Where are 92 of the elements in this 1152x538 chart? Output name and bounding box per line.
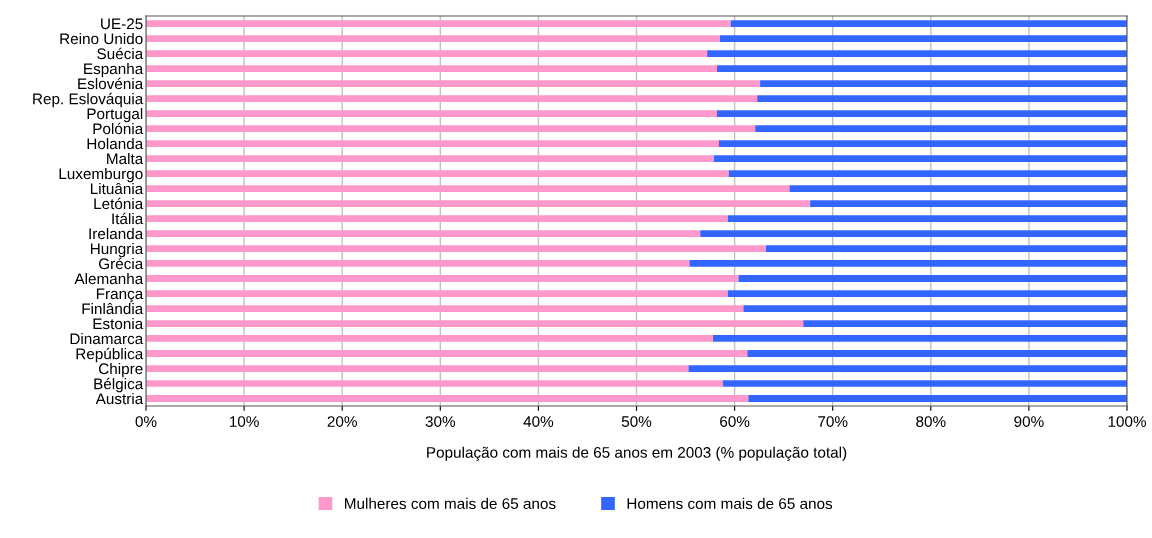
bar <box>146 380 723 387</box>
y-tick-label: Espanha <box>84 62 144 78</box>
bar <box>146 110 717 117</box>
bar <box>146 125 756 132</box>
x-tick-label: 0% <box>135 416 157 427</box>
bar <box>146 335 714 342</box>
bar <box>146 185 790 192</box>
y-tick-label: República <box>76 347 144 363</box>
bar <box>146 230 701 237</box>
bar <box>718 140 1127 147</box>
bar <box>713 335 1127 342</box>
x-tick-label: 50% <box>621 416 652 427</box>
y-tick-label: Itália <box>112 212 144 225</box>
bar <box>146 140 719 147</box>
bar <box>146 245 766 252</box>
bar <box>730 20 1127 27</box>
x-tick-label: 60% <box>720 416 750 427</box>
bar <box>146 305 744 312</box>
bar <box>719 35 1127 42</box>
legend-label: Homens com mais de 65 anos <box>627 497 833 510</box>
bar <box>700 230 1127 237</box>
x-tick-label: 90% <box>1014 416 1044 427</box>
x-tick-label: 100% <box>1108 416 1146 427</box>
bar <box>146 170 729 177</box>
bar <box>727 290 1127 297</box>
bar <box>146 95 758 102</box>
bar <box>722 380 1127 387</box>
y-tick-label: Eslovénia <box>78 77 144 90</box>
y-tick-label: Finlândia <box>82 302 144 315</box>
x-tick-label: 80% <box>916 416 946 427</box>
x-tick-label: 20% <box>327 416 357 427</box>
y-tick-label: Estonia <box>93 317 144 330</box>
bar <box>146 35 720 42</box>
bar <box>738 275 1127 282</box>
x-axis-title: População com mais de 65 anos em 2003 (% população total) <box>427 446 847 461</box>
bar <box>748 395 1127 402</box>
bar <box>727 215 1127 222</box>
bar <box>707 50 1127 57</box>
bar <box>714 155 1127 162</box>
bar <box>755 125 1127 132</box>
bar <box>146 350 748 357</box>
y-tick-label: Alemanha <box>74 272 144 285</box>
y-tick-label: França <box>96 288 144 303</box>
bar <box>146 215 728 222</box>
y-tick-label: Rep. Eslováquia <box>33 92 144 108</box>
x-tick-label: 70% <box>818 416 848 427</box>
bar <box>810 200 1127 207</box>
bar <box>146 290 728 297</box>
bar <box>689 260 1127 267</box>
x-tick-label: 10% <box>229 416 259 427</box>
y-tick-label: Polónia <box>93 122 144 135</box>
y-tick-label: Hungria <box>90 242 144 258</box>
y-tick-label: Portugal <box>87 107 143 123</box>
bar <box>789 185 1127 192</box>
bar <box>688 365 1127 372</box>
y-tick-label: Suécia <box>97 47 144 60</box>
bar <box>146 365 689 372</box>
y-tick-label: Austria <box>95 392 144 405</box>
bar <box>146 320 804 327</box>
bar <box>716 65 1127 72</box>
bar <box>146 395 749 402</box>
y-tick-label: Holanda <box>87 137 144 150</box>
bar <box>146 275 739 282</box>
y-tick-label: Dinamarca <box>70 332 144 345</box>
y-tick-label: Grécia <box>99 257 144 270</box>
bar <box>146 260 690 267</box>
bar <box>146 50 708 57</box>
bar <box>146 155 714 162</box>
y-tick-label: Lituânia <box>90 182 144 195</box>
y-tick-label: Reino Unido <box>60 32 143 45</box>
bar <box>146 80 761 87</box>
bar <box>146 20 731 27</box>
bar <box>747 350 1127 357</box>
bar <box>146 200 811 207</box>
y-tick-label: Letónia <box>94 197 144 210</box>
bar <box>146 65 717 72</box>
bar <box>760 80 1127 87</box>
y-tick-label: Bélgica <box>94 377 144 393</box>
legend-label: Mulheres com mais de 65 anos <box>345 497 556 510</box>
bar <box>803 320 1127 327</box>
x-tick-label: 30% <box>425 416 456 427</box>
y-tick-label: Irelanda <box>89 227 144 240</box>
bar <box>757 95 1127 102</box>
bar <box>765 245 1127 252</box>
y-tick-label: Luxemburgo <box>59 167 143 183</box>
bar <box>743 305 1127 312</box>
bar <box>716 110 1127 117</box>
y-tick-label: Chipre <box>99 362 143 378</box>
bar <box>728 170 1127 177</box>
x-tick-label: 40% <box>523 416 554 427</box>
y-tick-label: Malta <box>107 152 144 165</box>
y-tick-label: UE-25 <box>101 18 143 30</box>
